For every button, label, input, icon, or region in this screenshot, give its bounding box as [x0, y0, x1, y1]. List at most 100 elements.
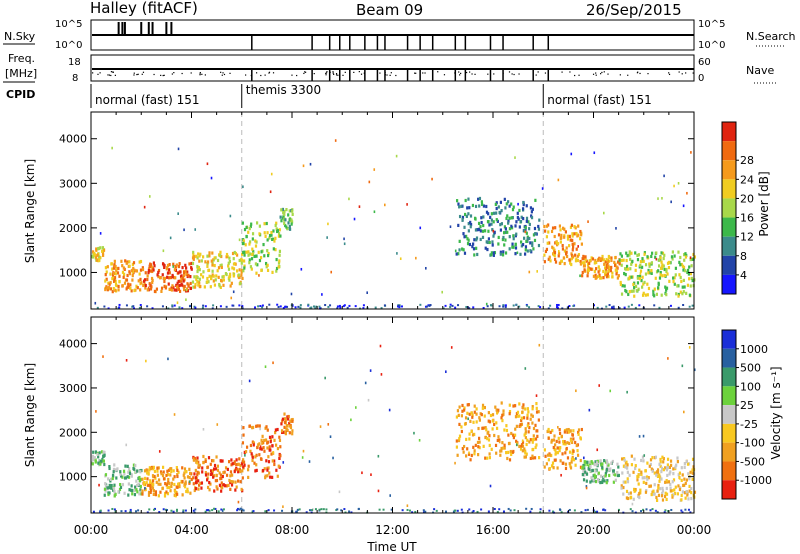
range-cell	[648, 271, 651, 275]
range-cell	[228, 272, 232, 276]
range-cell	[566, 237, 570, 241]
near-range-cell	[212, 304, 215, 307]
range-cell	[286, 428, 289, 433]
range-cell	[671, 480, 674, 484]
near-range-cell	[192, 509, 195, 512]
range-cell	[673, 491, 677, 496]
range-cell	[593, 151, 596, 155]
range-cell	[576, 449, 579, 453]
range-cell	[531, 447, 534, 452]
nave-dot	[601, 71, 603, 74]
nave-dot	[199, 74, 201, 76]
range-cell	[691, 257, 694, 261]
near-range-cell	[132, 305, 135, 308]
range-cell	[504, 251, 508, 255]
range-cell	[651, 456, 654, 460]
near-range-cell	[480, 508, 483, 511]
range-cell	[603, 479, 606, 483]
range-cell	[173, 475, 176, 479]
range-cell	[271, 475, 274, 479]
near-range-cell	[406, 508, 409, 511]
near-range-cell	[612, 305, 615, 308]
near-range-cell	[656, 511, 659, 514]
range-cell	[233, 460, 236, 464]
nave-dot	[595, 72, 597, 74]
range-cell	[243, 450, 246, 455]
range-cell	[677, 473, 680, 477]
range-cell	[634, 263, 638, 267]
range-cell	[606, 274, 609, 278]
range-cell	[272, 229, 275, 233]
nave-dot	[636, 72, 639, 74]
range-cell	[291, 432, 294, 436]
range-cell	[419, 226, 422, 230]
range-cell	[102, 248, 106, 252]
range-cell	[624, 480, 627, 484]
nave-dot	[502, 72, 504, 74]
range-cell	[469, 419, 472, 423]
range-cell	[319, 425, 322, 428]
near-range-cell	[566, 306, 569, 309]
range-cell	[167, 468, 171, 472]
range-cell	[609, 389, 612, 393]
near-range-cell	[318, 305, 321, 308]
range-cell	[679, 486, 682, 490]
range-cell	[368, 180, 371, 184]
range-cell	[561, 247, 565, 251]
range-cell	[652, 489, 655, 493]
range-cell	[665, 267, 668, 272]
range-cell	[284, 432, 287, 436]
range-cell	[206, 254, 209, 258]
range-cell	[678, 273, 681, 277]
range-cell	[275, 269, 278, 273]
range-cell	[588, 460, 591, 464]
range-cell	[277, 232, 281, 236]
range-cell	[290, 220, 294, 224]
range-cell	[213, 463, 217, 468]
range-cell	[553, 434, 556, 438]
range-cell	[499, 453, 502, 457]
range-cell	[137, 279, 140, 283]
range-cell	[527, 422, 530, 426]
range-cell	[126, 273, 129, 278]
range-cell	[558, 449, 561, 453]
range-cell	[258, 453, 261, 457]
range-cell	[213, 489, 216, 493]
range-cell	[587, 467, 590, 471]
range-cell	[529, 241, 532, 245]
range-cell	[266, 263, 269, 267]
range-cell	[606, 461, 609, 465]
range-cell	[614, 478, 617, 482]
range-cell	[673, 276, 676, 280]
nave-label: Nave	[746, 64, 774, 77]
nave-tick-bottom: 0	[698, 73, 704, 84]
range-cell	[656, 468, 660, 472]
range-cell	[457, 438, 461, 443]
range-cell	[111, 146, 113, 150]
range-cell	[464, 416, 468, 420]
range-cell	[168, 271, 171, 275]
range-cell	[497, 435, 500, 439]
range-cell	[217, 266, 221, 270]
range-cell	[571, 238, 574, 242]
range-cell	[183, 485, 187, 489]
range-cell	[132, 463, 136, 467]
colorbar-tick-label: 4	[740, 269, 747, 282]
range-cell	[113, 276, 117, 280]
range-cell	[660, 260, 663, 264]
range-cell	[163, 284, 166, 288]
range-cell	[638, 468, 641, 472]
range-cell	[196, 473, 199, 477]
range-cell	[680, 279, 683, 284]
range-cell	[106, 486, 109, 490]
range-cell	[486, 220, 490, 224]
range-cell	[455, 252, 458, 256]
range-cell	[208, 254, 211, 258]
nave-dot	[415, 72, 417, 74]
range-cell	[238, 457, 241, 461]
range-cell	[200, 273, 203, 277]
range-cell	[520, 240, 523, 244]
range-cell	[388, 408, 391, 412]
range-cell	[689, 470, 692, 474]
range-cell	[538, 343, 541, 347]
